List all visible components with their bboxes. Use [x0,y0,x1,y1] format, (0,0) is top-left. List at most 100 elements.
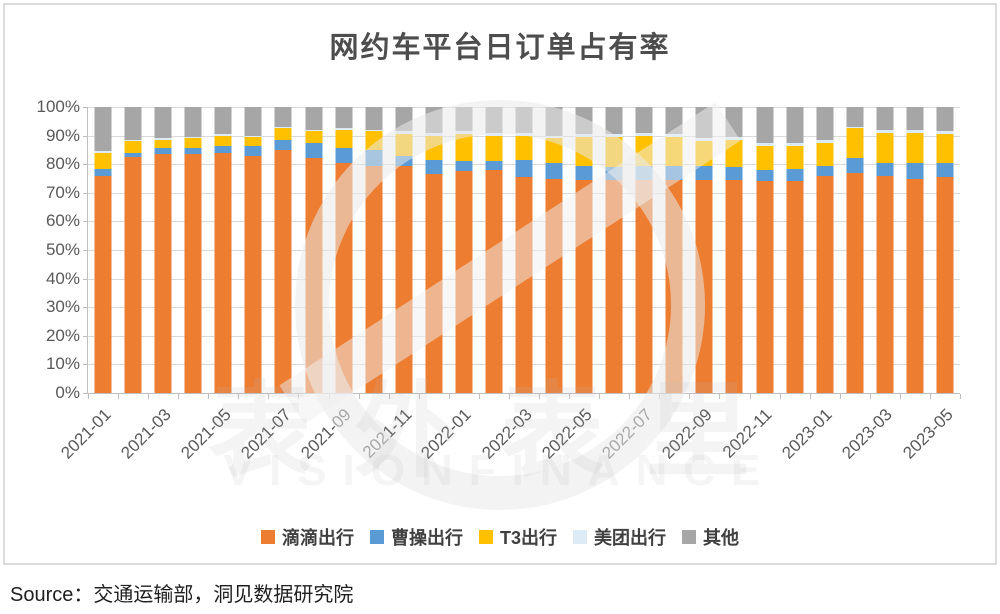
bar-slot [298,107,328,393]
bar-2021-02-meituan [124,139,142,142]
bar-2022-11-others [756,107,774,143]
bar-2022-03-didi [515,177,533,393]
bar-2022-03-t3 [515,135,533,160]
bar-2023-05-meituan [936,131,954,135]
x-tick-mark [629,394,631,399]
bar-2022-07-caocao [635,165,653,180]
bar-2023-03-others [876,107,894,130]
legend-swatch-meituan [573,530,587,544]
x-tick-label: 2022-09 [658,405,716,463]
y-axis-labels: 0% 10% 20% 30% 40% 50% 60% 70% 80% 90% 100% [0,97,80,402]
x-tick-label: 2021-09 [297,405,356,463]
bar-slot [268,107,298,393]
bar-2021-03 [154,107,172,393]
x-tick-mark [689,394,691,399]
bar-2022-05-caocao [575,165,593,180]
bar-2021-02-didi [124,157,142,393]
legend-item-didi: 滴滴出行 [260,524,354,550]
bar-2022-02-t3 [485,135,503,162]
x-tick-mark [508,394,510,399]
bar-2023-01-t3 [816,142,834,166]
bar-2023-02 [846,107,864,393]
bar-2023-02-others [846,107,864,128]
bar-2021-06-meituan [244,135,262,138]
bar-2022-08-t3 [665,137,683,166]
bar-2022-08-others [665,107,683,135]
bar-2022-01-others [455,107,473,132]
x-tick-label: 2022-05 [538,405,596,463]
bar-2022-10-didi [725,179,743,393]
chart-title: 网约车平台日订单占有率 [329,32,671,64]
y-tick-label: 40% [45,268,80,288]
bar-slot [329,107,359,393]
bar-2021-08-t3 [305,131,322,143]
y-tick-label: 80% [45,154,80,174]
bar-2022-12-t3 [786,145,804,169]
bar-2022-01-caocao [455,161,473,172]
bar-slot [359,107,389,393]
bar-2021-05-t3 [214,135,232,146]
bar-2021-06-t3 [244,137,262,146]
bar-2022-05-t3 [575,137,593,166]
x-tick-mark [539,394,541,399]
legend-label-others: 其他 [703,528,739,548]
legend-label-t3: T3出行 [499,528,557,548]
bar-slot [208,107,238,393]
bar-2023-03-caocao [876,162,894,176]
bar-2023-04-didi [906,178,924,393]
bar-2021-03-others [154,107,172,139]
x-tick-mark [418,394,420,399]
x-tick-mark [719,394,721,399]
bar-slot [509,107,539,393]
x-tick-mark [148,394,150,399]
bar-slot [88,107,118,393]
bar-2021-03-caocao [154,148,172,155]
bar-2022-11-caocao [756,169,774,182]
x-tick-mark [358,394,360,399]
bar-2022-12-didi [786,181,804,393]
bar-2023-05-caocao [936,162,954,178]
bar-2022-02-others [485,107,503,133]
bar-2023-05-others [936,107,954,132]
bar-2021-02-t3 [124,141,142,153]
bar-2021-11-caocao [395,155,413,166]
x-tick-label: 2021-01 [56,405,115,463]
bar-2021-01-caocao [94,168,112,176]
bar-2021-01 [94,107,112,393]
bar-2021-01-didi [94,175,112,393]
bar-2022-04-caocao [545,162,563,179]
x-tick-mark [118,394,120,399]
y-tick-mark [83,221,88,223]
legend-swatch-caocao [369,530,384,544]
bar-2022-10-others [725,107,743,138]
bar-slot [148,107,178,393]
bar-2021-12 [425,107,443,393]
bar-2023-02-t3 [846,128,864,159]
x-tick-mark [809,394,811,399]
bar-2022-04 [545,107,563,393]
bar-2021-06-didi [244,155,262,393]
bar-2023-01-didi [816,175,834,393]
bar-slot [900,107,930,393]
bar-2021-08-didi [305,158,322,393]
x-tick-mark [328,394,330,399]
bar-2022-06-didi [605,179,623,393]
y-tick-mark [83,250,88,251]
bar-2022-03 [515,107,533,393]
bar-2021-10 [365,107,383,393]
bar-2021-04 [184,107,202,393]
x-tick-mark [238,394,240,399]
bar-2022-08-didi [665,179,683,393]
legend-swatch-t3 [478,530,493,544]
bar-2021-06-others [244,107,262,136]
bar-slot [629,107,659,393]
bar-2021-02 [124,107,142,393]
bar-2021-05-caocao [214,145,232,153]
bar-2021-02-others [124,107,142,140]
legend-label-didi: 滴滴出行 [281,528,354,548]
bar-2023-05-t3 [936,134,954,163]
bar-slot [479,107,509,393]
bar-2021-10-caocao [365,149,383,166]
bar-2021-06-caocao [244,145,262,156]
